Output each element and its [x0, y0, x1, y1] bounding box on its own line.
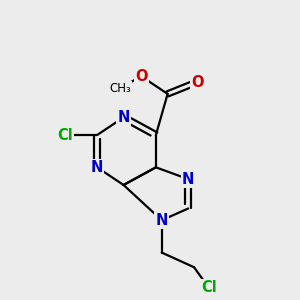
Text: Cl: Cl	[57, 128, 73, 142]
Text: N: N	[117, 110, 130, 125]
Text: Cl: Cl	[201, 280, 217, 295]
Text: N: N	[91, 160, 103, 175]
Text: O: O	[135, 69, 147, 84]
Text: N: N	[156, 213, 168, 228]
Text: O: O	[191, 75, 203, 90]
Text: N: N	[182, 172, 194, 187]
Text: CH₃: CH₃	[110, 82, 131, 94]
